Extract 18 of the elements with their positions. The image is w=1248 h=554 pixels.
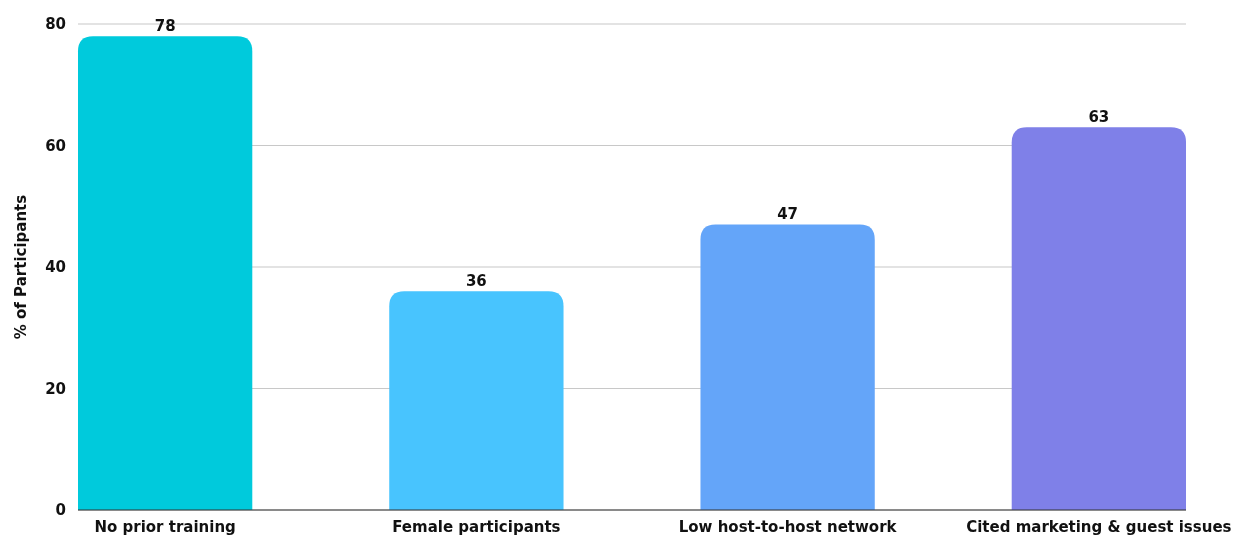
data-label: 47 <box>777 205 799 224</box>
data-label: 36 <box>465 272 487 291</box>
x-tick-label: Female participants <box>392 518 561 536</box>
bar <box>1011 127 1186 510</box>
data-label: 78 <box>154 17 176 36</box>
data-label: 63 <box>1088 108 1110 127</box>
x-tick-label: Cited marketing & guest issues <box>966 518 1232 536</box>
bar <box>78 36 253 510</box>
y-tick-label: 0 <box>55 501 66 520</box>
y-axis-title: % of Participants <box>12 194 30 340</box>
y-tick-label: 20 <box>45 379 66 398</box>
y-tick-label: 80 <box>45 15 66 34</box>
x-tick-label: No prior training <box>94 518 236 536</box>
bar <box>700 224 875 510</box>
bar <box>389 291 564 510</box>
y-tick-label: 60 <box>45 136 66 155</box>
y-tick-label: 40 <box>45 258 66 277</box>
x-tick-label: Low host-to-host network <box>678 518 898 536</box>
